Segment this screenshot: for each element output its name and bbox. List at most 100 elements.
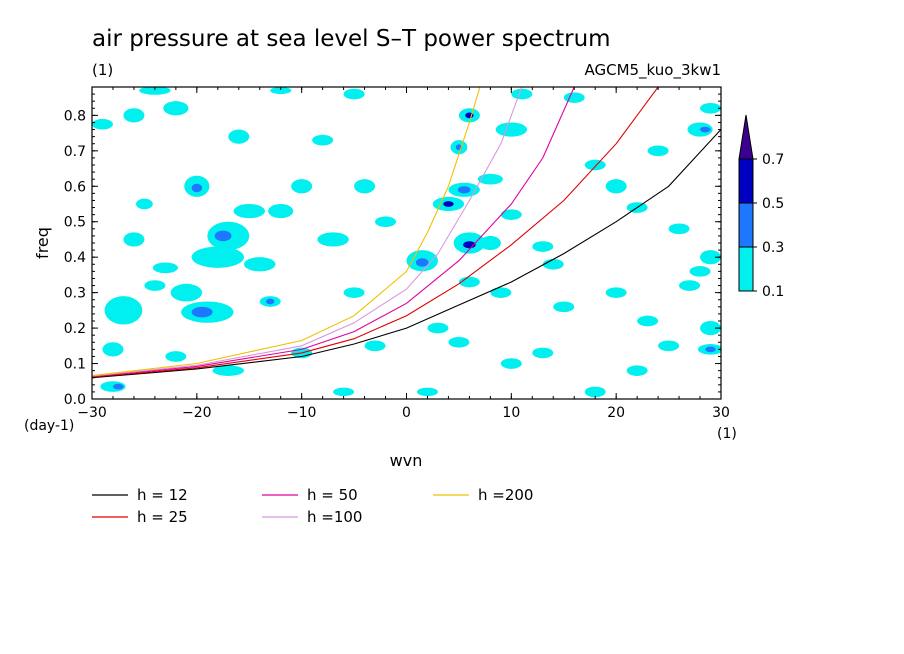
colorbar: 0.1 0.3 0.5 0.7 bbox=[738, 114, 784, 300]
contour-patch bbox=[427, 322, 449, 334]
contour-patch bbox=[457, 186, 471, 194]
legend-label: h =200 bbox=[478, 486, 533, 504]
contour-patch bbox=[500, 358, 522, 369]
plot-background bbox=[92, 87, 721, 399]
contour-patch bbox=[212, 365, 245, 376]
contour-patch bbox=[136, 198, 153, 210]
chart-title: air pressure at sea level S–T power spec… bbox=[92, 26, 611, 52]
units-label: (1) bbox=[92, 61, 113, 79]
contour-patch bbox=[375, 216, 397, 228]
colorbar-label: 0.3 bbox=[762, 240, 784, 256]
contour-patch bbox=[312, 134, 334, 146]
contour-patch bbox=[139, 87, 171, 95]
colorbar-extend-arrow bbox=[738, 114, 754, 160]
contour-patch bbox=[233, 204, 265, 219]
x-tick-label: 0 bbox=[402, 405, 411, 421]
y-axis-ticks: 0.0 0.1 0.2 0.3 0.4 0.5 0.6 0.7 0.8 bbox=[64, 86, 721, 408]
contour-patch bbox=[317, 232, 349, 247]
y-tick-label: 0.6 bbox=[64, 179, 86, 195]
x-axis-ticks: −30 −20 −10 0 10 20 30 bbox=[77, 87, 730, 421]
contour-patch bbox=[490, 287, 512, 298]
x-unit-label: (1) bbox=[717, 426, 737, 442]
x-tick-label: −10 bbox=[287, 405, 317, 421]
legend-label: h = 12 bbox=[137, 486, 188, 504]
contour-patch bbox=[605, 287, 627, 298]
contour-patch bbox=[152, 262, 178, 274]
dispersion-curves bbox=[92, 87, 721, 379]
x-tick-label: 20 bbox=[607, 405, 625, 421]
contour-patch bbox=[448, 336, 470, 348]
contour-patch bbox=[354, 179, 376, 194]
x-tick-label: −20 bbox=[182, 405, 212, 421]
contour-patch bbox=[415, 258, 429, 267]
dispersion-curve bbox=[92, 129, 721, 379]
contour-patch bbox=[416, 387, 438, 397]
plot-area bbox=[91, 86, 722, 400]
contour-patch bbox=[637, 315, 659, 327]
colorbar-segment bbox=[738, 202, 754, 248]
contour-patch bbox=[647, 145, 669, 157]
contour-patch bbox=[668, 223, 690, 235]
y-unit-label: (day-1) bbox=[24, 418, 74, 434]
contour-patch bbox=[92, 118, 113, 130]
y-axis-label: freq bbox=[33, 227, 52, 259]
contour-patch bbox=[700, 250, 721, 265]
contour-patch bbox=[291, 179, 313, 194]
dispersion-curve bbox=[92, 87, 575, 377]
y-tick-label: 0.7 bbox=[64, 144, 86, 160]
x-tick-label: 30 bbox=[712, 405, 730, 421]
contour-patch bbox=[679, 280, 701, 291]
contour-patch bbox=[479, 235, 501, 251]
contour-patch bbox=[553, 301, 575, 313]
experiment-label: AGCM5_kuo_3kw1 bbox=[584, 61, 721, 80]
contour-patch bbox=[165, 351, 187, 362]
contour-patch bbox=[270, 87, 292, 95]
contour-patch bbox=[532, 241, 554, 252]
legend-label: h = 50 bbox=[307, 486, 358, 504]
y-tick-label: 0.0 bbox=[64, 392, 86, 408]
contour-patch bbox=[687, 122, 713, 137]
contour-patch bbox=[170, 283, 203, 302]
contour-patch bbox=[123, 108, 145, 123]
contour-patch bbox=[705, 346, 716, 353]
contour-patch bbox=[500, 209, 522, 220]
legend-label: h =100 bbox=[307, 508, 362, 526]
contour-patch bbox=[333, 387, 355, 397]
x-axis-label: wvn bbox=[390, 451, 423, 470]
contour-patch bbox=[605, 179, 627, 194]
contour-patch bbox=[191, 246, 245, 268]
y-tick-label: 0.8 bbox=[64, 108, 86, 124]
contour-patch bbox=[343, 88, 365, 100]
contour-patch bbox=[700, 126, 711, 133]
contour-patch bbox=[443, 201, 454, 207]
colorbar-label: 0.1 bbox=[762, 284, 784, 300]
y-tick-label: 0.5 bbox=[64, 215, 86, 231]
dispersion-curve bbox=[92, 87, 481, 377]
contour-patch bbox=[102, 342, 124, 357]
contour-patch bbox=[477, 173, 503, 185]
dispersion-curve bbox=[92, 87, 523, 377]
contour-fill bbox=[92, 87, 721, 398]
contour-patch bbox=[268, 204, 294, 219]
colorbar-segment bbox=[738, 246, 754, 292]
legend-label: h = 25 bbox=[137, 508, 188, 526]
contour-patch bbox=[532, 347, 554, 359]
colorbar-label: 0.7 bbox=[762, 152, 784, 168]
y-tick-label: 0.4 bbox=[64, 250, 86, 266]
contour-patch bbox=[658, 340, 680, 352]
contour-patch bbox=[495, 122, 528, 137]
contour-patch bbox=[163, 101, 189, 116]
contour-patch bbox=[244, 257, 276, 272]
y-tick-label: 0.2 bbox=[64, 321, 86, 337]
contour-patch bbox=[266, 298, 275, 305]
dispersion-curve bbox=[92, 87, 659, 378]
contour-patch bbox=[191, 306, 213, 318]
contour-patch bbox=[104, 296, 143, 325]
colorbar-label: 0.5 bbox=[762, 196, 784, 212]
contour-patch bbox=[191, 183, 203, 193]
y-tick-label: 0.3 bbox=[64, 286, 86, 302]
x-tick-label: −30 bbox=[77, 405, 107, 421]
contour-patch bbox=[228, 129, 250, 144]
contour-patch bbox=[112, 383, 124, 390]
